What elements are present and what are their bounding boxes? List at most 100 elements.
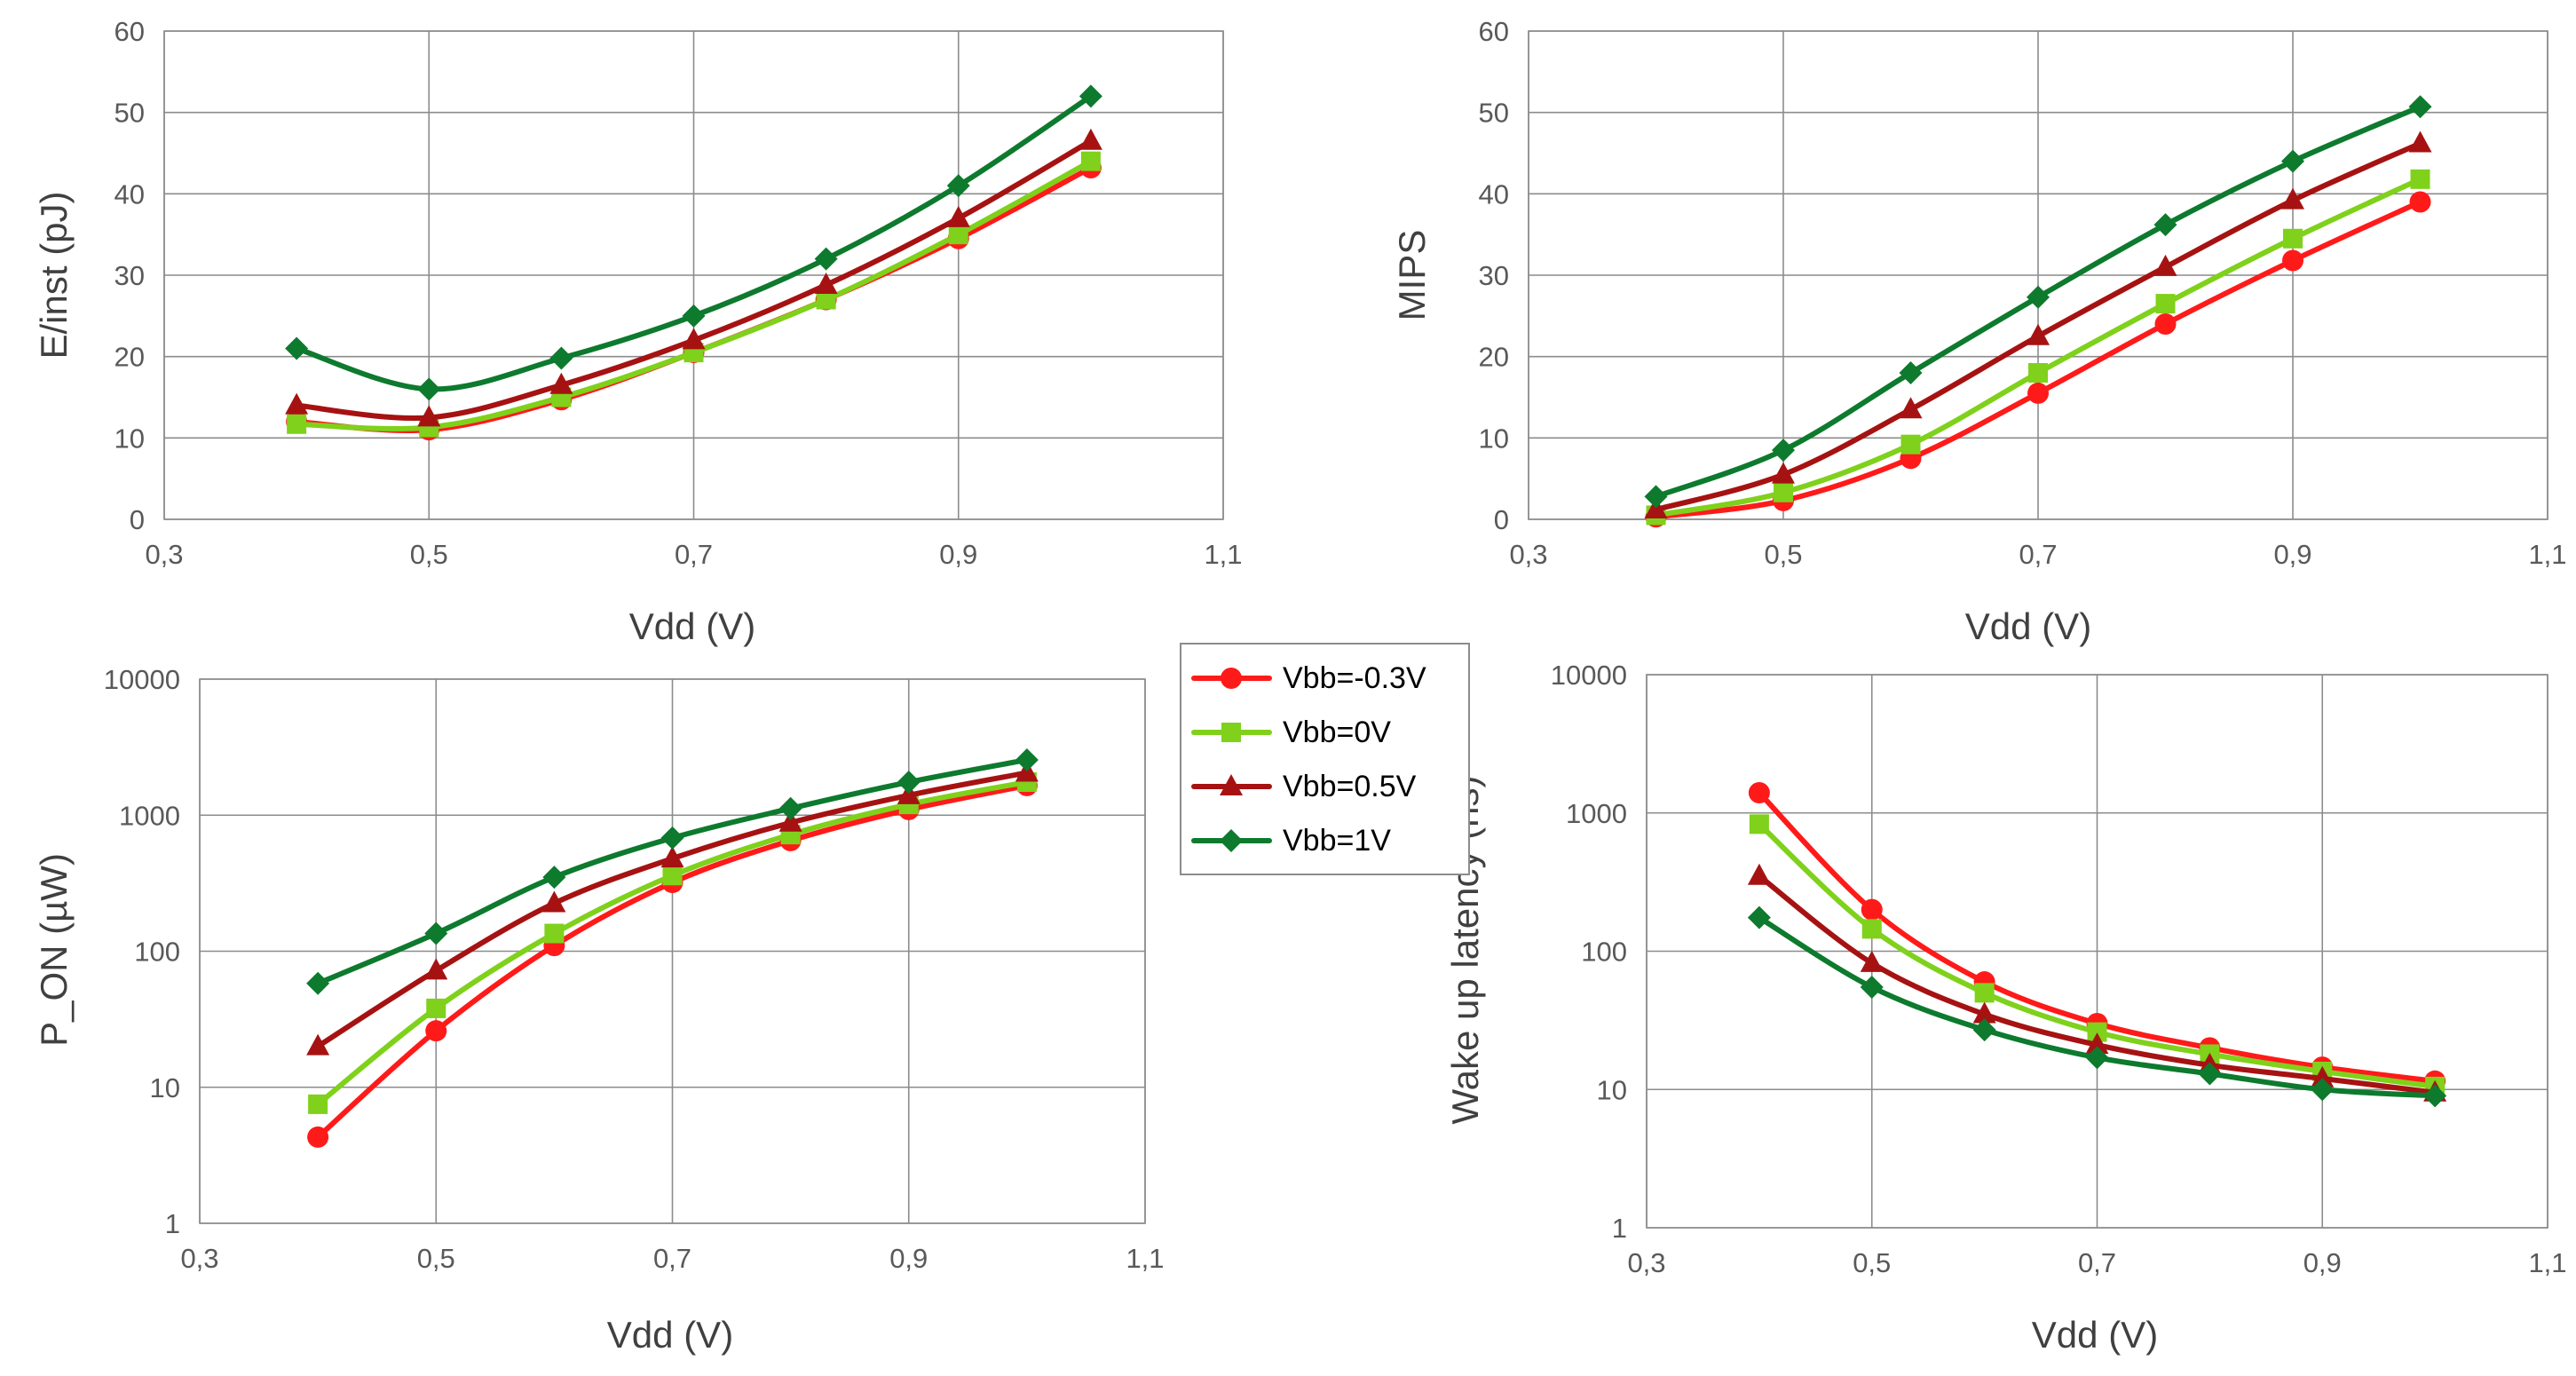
mips-y-axis-title: MIPS [1391,230,1433,321]
wakeup-point-vbb-0-5 [2085,1032,2109,1055]
energy-point-vbb-1 [814,247,838,271]
mips-grid [1528,30,2548,520]
mips-y-tick-label: 60 [1479,16,1509,47]
wakeup-plot-frame [1646,674,2548,1229]
legend-swatch-vbb-0 [1191,723,1272,742]
energy-point-vbb-0-5 [549,372,573,394]
p-on-point-vbb-0-5 [542,890,566,913]
energy-point-vbb-0 [287,414,307,434]
energy-y-tick-label: 10 [115,423,145,454]
mips-point-vbb-0 [1774,482,1793,502]
mips-point-vbb-1 [1644,485,1668,509]
p-on-point-vbb-0 [308,1094,328,1114]
energy-x-tick-label: 0,3 [145,539,183,570]
wakeup-y-tick-label: 1 [1612,1213,1627,1244]
p-on-x-tick-label: 0,9 [889,1243,928,1274]
p-on-y-tick-label: 10000 [104,664,180,695]
mips-point-vbb-0-5 [1772,462,1795,484]
mips-point-vbb-0 [2410,169,2430,189]
p-on-point-vbb-1 [897,771,921,795]
mips-x-tick-label: 0,3 [1509,539,1547,570]
legend-entry-vbb-1: Vbb=1V [1191,824,1391,858]
energy-point-vbb-0 [948,225,968,245]
mips-point-vbb-neg0-3 [2282,249,2303,272]
energy-series [285,84,1102,441]
p-on-point-vbb-0-5 [424,958,448,980]
p-on-point-vbb-neg0-3 [425,1020,447,1042]
p-on-point-vbb-1 [306,971,330,995]
wakeup-x-tick-label: 0,3 [1627,1247,1665,1278]
wakeup-x-tick-label: 1,1 [2528,1247,2566,1278]
p-on-grid [199,678,1146,1224]
mips-point-vbb-0 [1900,434,1921,455]
wakeup-x-axis-title: Vdd (V) [2032,1314,2158,1356]
legend-label-vbb-neg0-3: Vbb=-0.3V [1283,661,1426,695]
mips-x-tick-label: 0,5 [1764,539,1802,570]
wakeup-point-vbb-1 [2423,1084,2447,1108]
panel-p-on: 0,3 0,5 0,7 0,9 1,1 1 10 100 1000 10000 Vdd (V) P… [33,664,1165,1356]
energy-point-vbb-0-5 [946,205,970,227]
p-on-point-vbb-0 [544,923,565,944]
p-on-point-vbb-1 [424,921,448,945]
mips-point-vbb-0-5 [1899,397,1923,419]
mips-point-vbb-neg0-3 [2409,191,2431,213]
wakeup-x-tick-label: 0,7 [2078,1247,2116,1278]
mips-y-tick-label: 0 [1494,504,1509,535]
legend-entry-vbb-neg0-3: Vbb=-0.3V [1191,661,1426,695]
legend-marker-vbb-neg0-3 [1221,668,1242,689]
wakeup-point-vbb-0-5 [1747,863,1771,885]
mips-point-vbb-neg0-3 [2154,313,2177,335]
mips-point-vbb-0-5 [2408,130,2432,153]
wakeup-y-tick-label: 10000 [1551,660,1627,691]
p-on-y-axis-title: P_ON (µW) [33,853,75,1047]
energy-point-vbb-0-5 [285,392,309,415]
p-on-point-vbb-0 [662,866,683,886]
wakeup-point-vbb-1 [1972,1018,1996,1042]
p-on-point-vbb-0-5 [660,846,684,868]
mips-x-tick-label: 0,9 [2273,539,2311,570]
legend-marker-vbb-0 [1221,723,1241,742]
p-on-y-tick-label: 1000 [119,800,180,831]
mips-point-vbb-0 [2283,228,2303,249]
panel-energy: 0,3 0,5 0,7 0,9 1,1 0 10 20 30 40 50 60 Vdd (V) E/i… [33,16,1243,647]
p-on-x-tick-label: 0,7 [653,1243,691,1274]
energy-x-tick-label: 0,7 [675,539,713,570]
energy-y-tick-label: 0 [130,504,145,535]
energy-point-vbb-1 [549,346,573,370]
p-on-point-vbb-neg0-3 [307,1126,329,1148]
energy-x-tick-label: 0,5 [410,539,448,570]
p-on-y-tick-label: 10 [150,1072,180,1103]
mips-series [1644,95,2432,528]
p-on-x-tick-label: 0,5 [417,1243,455,1274]
mips-y-tick-label: 10 [1479,423,1509,454]
energy-point-vbb-0-5 [814,273,838,294]
panel-mips: 0,3 0,5 0,7 0,9 1,1 0 10 20 30 40 50 60 Vdd (V) MIP… [1391,16,2567,647]
wakeup-y-tick-label: 100 [1581,937,1627,968]
legend: Vbb=-0.3V Vbb=0V Vbb=0.5V Vbb=1V [1180,643,1470,875]
wakeup-point-vbb-0-5 [1972,1001,1996,1024]
wakeup-point-vbb-0-5 [2311,1065,2335,1087]
p-on-point-vbb-0-5 [778,810,802,832]
mips-x-tick-label: 0,7 [2019,539,2057,570]
mips-point-vbb-0 [2028,363,2048,383]
p-on-ticks: 0,3 0,5 0,7 0,9 1,1 1 10 100 1000 10000 [104,664,1165,1274]
legend-swatch-vbb-0-5 [1191,774,1272,795]
mips-point-vbb-0 [2155,294,2176,314]
mips-plot-frame [1528,30,2548,520]
energy-y-tick-label: 60 [115,16,145,47]
energy-x-tick-label: 0,9 [939,539,977,570]
mips-point-vbb-1 [2281,149,2304,173]
mips-point-vbb-1 [1772,439,1795,463]
mips-point-vbb-1 [2408,95,2432,119]
energy-y-tick-label: 20 [115,342,145,373]
wakeup-point-vbb-1 [1747,905,1771,929]
wakeup-point-vbb-0 [1974,983,1995,1003]
energy-point-vbb-1 [946,174,970,198]
legend-label-vbb-0: Vbb=0V [1283,716,1391,749]
wakeup-point-vbb-1 [2198,1062,2222,1086]
legend-label-vbb-0-5: Vbb=0.5V [1283,770,1417,803]
energy-point-vbb-1 [417,377,441,401]
p-on-point-vbb-1 [1015,747,1039,771]
